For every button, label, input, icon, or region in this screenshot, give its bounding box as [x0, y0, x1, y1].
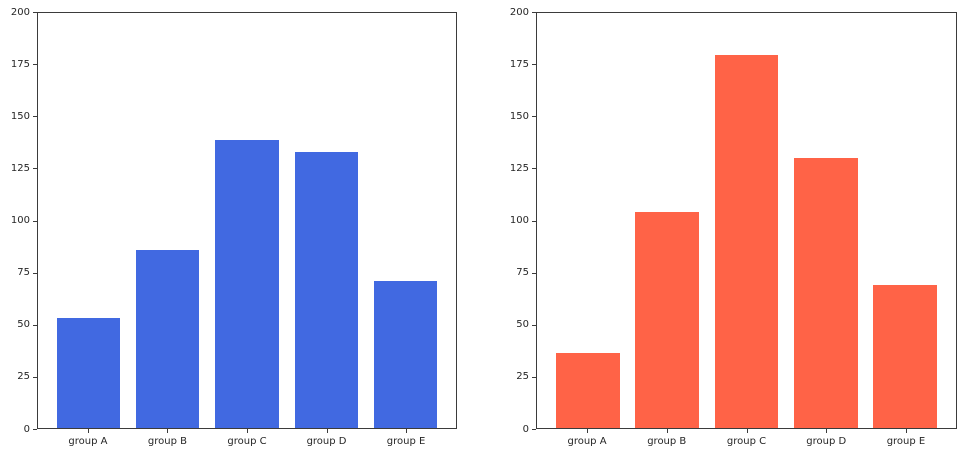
y-tick-mark: [33, 168, 37, 169]
x-tick-label: group A: [68, 436, 108, 447]
x-tick-mark: [88, 429, 89, 433]
y-tick-label: 100: [10, 215, 30, 226]
x-tick-label: group E: [386, 436, 426, 447]
bar-group-b: [635, 212, 699, 428]
y-tick-mark: [33, 64, 37, 65]
x-tick-mark: [587, 429, 588, 433]
y-tick-label: 25: [516, 371, 529, 383]
y-tick-label: 50: [516, 319, 529, 331]
bar-group-e: [873, 284, 937, 428]
y-tick-label: 125: [509, 162, 529, 174]
bar-group-c: [215, 139, 279, 428]
y-tick-mark: [33, 325, 37, 326]
y-tick-label: 100: [509, 215, 529, 226]
y-tick-mark: [33, 273, 37, 274]
y-tick-mark: [532, 168, 536, 169]
left-plot-area: [37, 12, 457, 429]
x-tick-mark: [406, 429, 407, 433]
y-tick-label: 200: [509, 6, 529, 18]
y-tick-mark: [532, 377, 536, 378]
y-tick-label: 0: [522, 423, 529, 435]
right-bar-chart: 0 25 50 75 100 125 150 175 200 group A group B grou…: [499, 0, 963, 455]
x-tick-label: group C: [227, 436, 267, 447]
x-tick-label: group D: [306, 436, 347, 447]
x-tick-mark: [906, 429, 907, 433]
bar-group-b: [136, 249, 200, 428]
right-plot-area: [536, 12, 957, 429]
x-tick-mark: [667, 429, 668, 433]
y-tick-mark: [532, 64, 536, 65]
bar-group-a: [556, 353, 620, 428]
x-tick-label: group B: [147, 436, 187, 447]
y-tick-mark: [33, 377, 37, 378]
y-tick-label: 200: [10, 6, 30, 18]
bar-group-c: [714, 54, 779, 428]
x-tick-label: group D: [806, 436, 847, 447]
y-tick-label: 150: [509, 110, 529, 122]
x-tick-label: group B: [647, 436, 687, 447]
x-tick-mark: [247, 429, 248, 433]
y-tick-label: 0: [23, 423, 30, 435]
bar-group-d: [294, 152, 358, 428]
y-tick-label: 75: [17, 267, 30, 279]
x-tick-label: group C: [726, 436, 767, 447]
bar-group-e: [373, 280, 437, 428]
x-tick-mark: [327, 429, 328, 433]
bar-group-d: [794, 158, 858, 428]
y-tick-mark: [532, 12, 536, 13]
y-tick-label: 50: [17, 319, 30, 331]
x-tick-label: group E: [886, 436, 926, 447]
y-tick-mark: [33, 12, 37, 13]
y-tick-label: 175: [10, 58, 30, 70]
y-tick-mark: [33, 116, 37, 117]
y-tick-mark: [33, 429, 37, 430]
y-tick-label: 150: [10, 110, 30, 122]
x-tick-label: group A: [567, 436, 607, 447]
x-tick-mark: [747, 429, 748, 433]
y-tick-mark: [33, 221, 37, 222]
x-tick-mark: [167, 429, 168, 433]
y-tick-mark: [532, 273, 536, 274]
bar-group-a: [57, 318, 121, 428]
x-tick-mark: [826, 429, 827, 433]
y-tick-label: 25: [17, 371, 30, 383]
y-tick-mark: [532, 221, 536, 222]
y-tick-label: 175: [509, 58, 529, 70]
y-tick-mark: [532, 325, 536, 326]
y-tick-label: 75: [516, 267, 529, 279]
y-tick-label: 125: [10, 162, 30, 174]
y-tick-mark: [532, 429, 536, 430]
y-tick-mark: [532, 116, 536, 117]
left-bar-chart: 0 25 50 75 100 125 150 175 200 group A group B grou…: [0, 0, 481, 455]
